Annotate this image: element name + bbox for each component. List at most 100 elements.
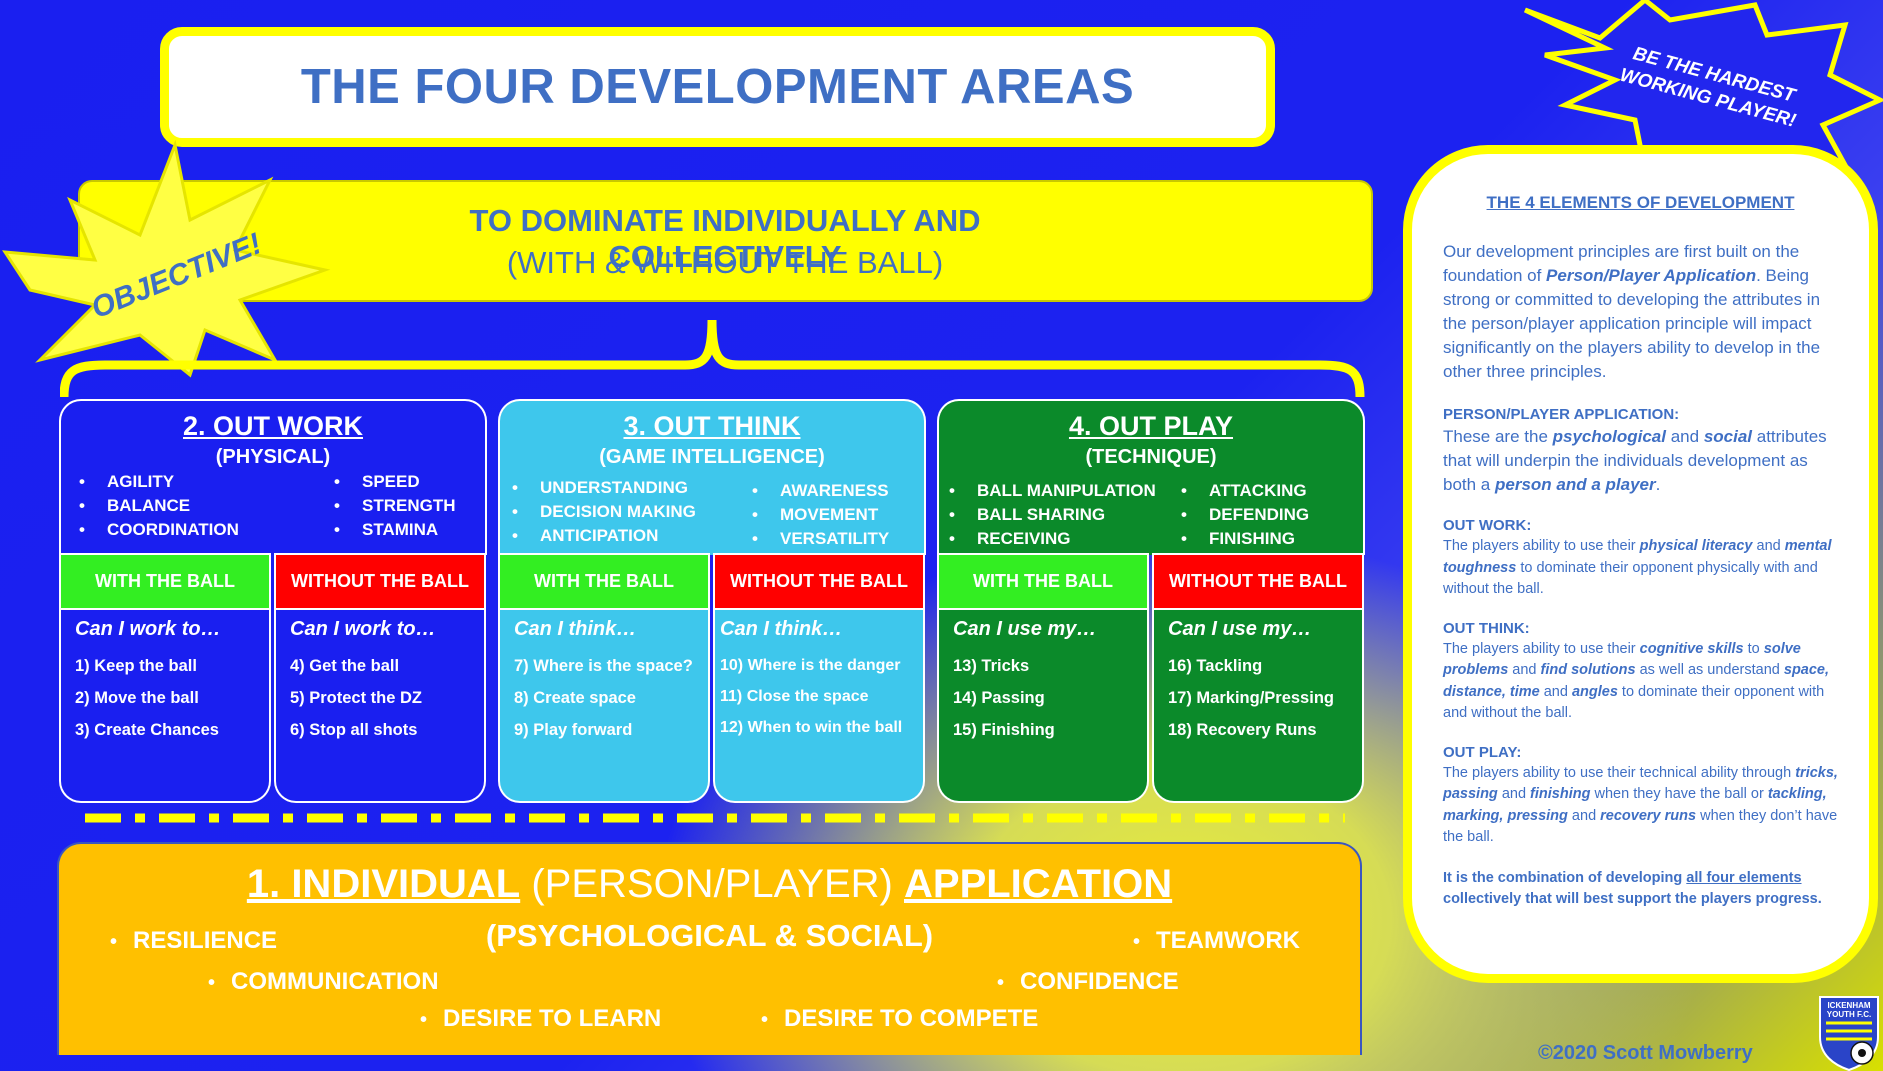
out-work-title: 2. OUT WORK (183, 411, 363, 441)
without-ball-header: WITHOUT THE BALL (1152, 553, 1364, 610)
text-run: The players ability to use their technic… (1443, 764, 1796, 781)
list-item: 17) Marking/Pressing (1168, 689, 1334, 707)
text-emphasis: cognitive skills (1639, 640, 1744, 657)
out-work-bullets-left: AGILITY BALANCE COORDINATION (79, 470, 239, 542)
out-think-bullets-right: AWARENESS MOVEMENT VERSATILITY (752, 479, 889, 551)
individual-application-title: 1. INDIVIDUAL (PERSON/PLAYER) APPLICATIO… (57, 862, 1362, 907)
column-out-work: 2. OUT WORK (PHYSICAL) AGILITY BALANCE C… (59, 399, 487, 803)
out-think-header-panel: 3. OUT THINK (GAME INTELLIGENCE) UNDERST… (498, 399, 926, 555)
bullet-item: VERSATILITY (752, 527, 889, 551)
text-emphasis: mental toughness (1443, 538, 1832, 576)
trait-confidence: CONFIDENCE (997, 968, 1179, 996)
out-think-with-ball: WITH THE BALL Can I think… 7) Where is t… (498, 553, 710, 803)
out-work-text: The players ability to use their physica… (1443, 536, 1843, 601)
question-prompt: Can I work to… (75, 618, 221, 640)
list-item: 9) Play forward (514, 721, 633, 739)
objective-starburst: OBJECTIVE! (2, 140, 331, 378)
out-play-with-ball: WITH THE BALL Can I use my… 13) Tricks 1… (937, 553, 1149, 803)
list-item: 8) Create space (514, 689, 636, 707)
out-work-with-ball: WITH THE BALL Can I work to… 1) Keep the… (59, 553, 271, 803)
text-emphasis: all four elements (1686, 869, 1802, 886)
text-run: when they have the ball or (1590, 786, 1768, 802)
list-item: 18) Recovery Runs (1168, 721, 1317, 739)
text-run: when they don’t have the ball. (1443, 807, 1838, 846)
list-item: 16) Tackling (1168, 657, 1263, 675)
text-run: attributes that will underpin the indivi… (1443, 427, 1827, 494)
bullet-item: AWARENESS (752, 479, 889, 503)
text-run: It is the combination of developing (1443, 869, 1687, 886)
out-play-bullets-right: ATTACKING DEFENDING FINISHING (1181, 479, 1309, 551)
out-play-without-ball: WITHOUT THE BALL Can I use my… 16) Tackl… (1152, 553, 1364, 803)
crest-line2: YOUTH F.C. (1827, 1010, 1871, 1019)
text-emphasis: psychological (1552, 427, 1666, 446)
column-out-think: 3. OUT THINK (GAME INTELLIGENCE) UNDERST… (498, 399, 926, 803)
text-run: collectively that will best support the … (1443, 891, 1822, 907)
text-run: to dominate their opponent physically wi… (1443, 559, 1818, 598)
list-item: 7) Where is the space? (514, 657, 693, 675)
bullet-item: BALL SHARING (949, 503, 1156, 527)
column-out-play: 4. OUT PLAY (TECHNIQUE) BALL MANIPULATIO… (937, 399, 1365, 803)
individual-application-subtitle: (PSYCHOLOGICAL & SOCIAL) (485, 918, 934, 953)
bullet-item: SPEED (334, 470, 456, 494)
out-play-text: The players ability to use their technic… (1443, 763, 1843, 849)
text-emphasis: tackling, marking, pressing (1443, 786, 1827, 824)
out-think-subtitle: (GAME INTELLIGENCE) (599, 446, 825, 468)
out-play-heading: OUT PLAY: (1443, 743, 1522, 761)
list-item: 13) Tricks (953, 657, 1030, 675)
bullet-item: UNDERSTANDING (512, 476, 696, 500)
text-emphasis: physical literacy (1639, 538, 1753, 554)
text-run: The players ability to use their (1443, 640, 1640, 657)
objective-line1: TO DOMINATE INDIVIDUALLY AND COLLECTIVEL… (469, 203, 981, 274)
list-item: 3) Create Chances (75, 721, 219, 739)
with-ball-header: WITH THE BALL (498, 553, 710, 610)
with-ball-body: Can I think… 7) Where is the space? 8) C… (498, 610, 710, 803)
title-banner: THE FOUR DEVELOPMENT AREAS (160, 27, 1275, 147)
trait-desire-to-compete: DESIRE TO COMPETE (761, 1005, 1038, 1033)
trait-communication: COMMUNICATION (208, 968, 439, 996)
out-work-subtitle: (PHYSICAL) (215, 446, 331, 468)
dashed-divider (85, 813, 1345, 823)
with-ball-header: WITH THE BALL (59, 553, 271, 610)
bullet-item: STRENGTH (334, 494, 456, 518)
out-work-header-panel: 2. OUT WORK (PHYSICAL) AGILITY BALANCE C… (59, 399, 487, 555)
question-prompt: Can I think… (720, 618, 843, 640)
text-run: and (1666, 427, 1704, 446)
with-ball-header: WITH THE BALL (937, 553, 1149, 610)
without-ball-header: WITHOUT THE BALL (274, 553, 486, 610)
text-run: . (1655, 475, 1661, 494)
without-ball-body: Can I work to… 4) Get the ball 5) Protec… (274, 610, 486, 803)
ppa-text: These are the psychological and social a… (1443, 425, 1843, 497)
list-item: 4) Get the ball (290, 657, 400, 675)
list-item: 14) Passing (953, 689, 1045, 707)
with-ball-body: Can I use my… 13) Tricks 14) Passing 15)… (937, 610, 1149, 803)
text-emphasis: recovery runs (1600, 807, 1697, 824)
text-emphasis: person and a player (1495, 475, 1656, 494)
out-play-bullets-left: BALL MANIPULATION BALL SHARING RECEIVING (949, 479, 1156, 551)
out-play-title: 4. OUT PLAY (1068, 411, 1234, 441)
text-emphasis: Person/Player Application (1546, 266, 1757, 285)
sidebar-text: Our development principles are first bui… (1443, 240, 1843, 930)
without-ball-body: Can I think… 10) Where is the danger 11)… (713, 610, 925, 803)
bullet-item: FINISHING (1181, 527, 1309, 551)
trait-desire-to-learn: DESIRE TO LEARN (420, 1005, 661, 1033)
bullet-item: BALANCE (79, 494, 239, 518)
text-emphasis: solve problems (1443, 640, 1801, 679)
bullet-item: DEFENDING (1181, 503, 1309, 527)
sidebar-conclusion: It is the combination of developing all … (1443, 868, 1843, 911)
list-item: 6) Stop all shots (290, 721, 418, 739)
question-prompt: Can I think… (514, 618, 637, 640)
text-run: Our development principles are first bui… (1443, 242, 1800, 285)
question-prompt: Can I use my… (1168, 618, 1312, 640)
elements-sidebar (1403, 145, 1878, 983)
text-run: and (1567, 807, 1601, 824)
out-play-header-panel: 4. OUT PLAY (TECHNIQUE) BALL MANIPULATIO… (937, 399, 1365, 555)
trait-teamwork: TEAMWORK (1133, 927, 1300, 955)
out-think-without-ball: WITHOUT THE BALL Can I think… 10) Where … (713, 553, 925, 803)
without-ball-header: WITHOUT THE BALL (713, 553, 925, 610)
bullet-item: ANTICIPATION (512, 524, 696, 548)
out-work-without-ball: WITHOUT THE BALL Can I work to… 4) Get t… (274, 553, 486, 803)
page-title: THE FOUR DEVELOPMENT AREAS (300, 60, 1135, 114)
text-run: and (1497, 786, 1531, 802)
text-emphasis: space, distance, time (1443, 662, 1830, 700)
bullet-item: AGILITY (79, 470, 239, 494)
